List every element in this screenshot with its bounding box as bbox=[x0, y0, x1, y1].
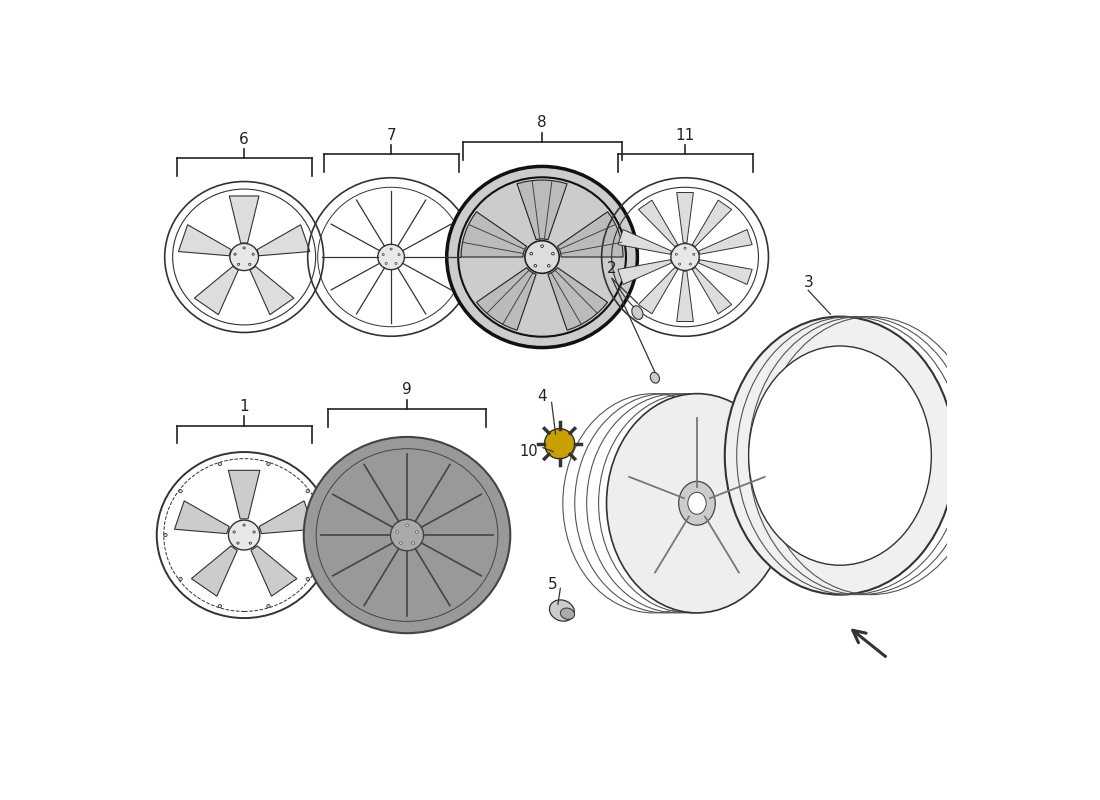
Ellipse shape bbox=[396, 530, 398, 534]
Text: 1: 1 bbox=[240, 399, 249, 414]
Polygon shape bbox=[476, 268, 536, 330]
Ellipse shape bbox=[234, 253, 236, 255]
Ellipse shape bbox=[534, 265, 537, 267]
Polygon shape bbox=[229, 470, 260, 519]
Ellipse shape bbox=[679, 482, 715, 526]
Ellipse shape bbox=[399, 542, 403, 544]
Ellipse shape bbox=[390, 519, 424, 550]
Ellipse shape bbox=[179, 578, 183, 581]
Ellipse shape bbox=[243, 247, 245, 249]
Ellipse shape bbox=[267, 605, 271, 608]
Ellipse shape bbox=[306, 490, 309, 493]
Polygon shape bbox=[178, 225, 231, 256]
Text: 11: 11 bbox=[675, 127, 695, 142]
Polygon shape bbox=[638, 200, 678, 246]
Polygon shape bbox=[618, 260, 671, 285]
Ellipse shape bbox=[725, 317, 955, 594]
Text: 4: 4 bbox=[537, 389, 547, 403]
Text: 3: 3 bbox=[803, 275, 813, 290]
Ellipse shape bbox=[306, 578, 309, 581]
Ellipse shape bbox=[249, 263, 251, 266]
Text: 10: 10 bbox=[519, 444, 538, 459]
Polygon shape bbox=[558, 212, 623, 257]
Polygon shape bbox=[191, 546, 238, 596]
Ellipse shape bbox=[530, 252, 532, 255]
Ellipse shape bbox=[416, 530, 418, 534]
Ellipse shape bbox=[550, 600, 574, 621]
Ellipse shape bbox=[688, 492, 706, 514]
Ellipse shape bbox=[541, 245, 543, 247]
Ellipse shape bbox=[250, 542, 252, 544]
Polygon shape bbox=[175, 501, 229, 534]
Ellipse shape bbox=[447, 166, 637, 347]
Ellipse shape bbox=[267, 462, 271, 466]
Polygon shape bbox=[548, 268, 607, 330]
Ellipse shape bbox=[548, 265, 550, 267]
Ellipse shape bbox=[179, 490, 183, 493]
Ellipse shape bbox=[395, 262, 397, 265]
Polygon shape bbox=[698, 230, 752, 254]
Polygon shape bbox=[461, 212, 527, 257]
Ellipse shape bbox=[218, 462, 221, 466]
Text: 6: 6 bbox=[240, 131, 249, 146]
Polygon shape bbox=[257, 225, 310, 256]
Polygon shape bbox=[676, 193, 693, 243]
Text: 7: 7 bbox=[386, 127, 396, 142]
Polygon shape bbox=[618, 230, 671, 254]
Ellipse shape bbox=[679, 263, 681, 265]
Polygon shape bbox=[698, 260, 752, 285]
Ellipse shape bbox=[544, 429, 574, 458]
Ellipse shape bbox=[218, 605, 221, 608]
Polygon shape bbox=[676, 271, 693, 322]
Ellipse shape bbox=[382, 254, 384, 255]
Polygon shape bbox=[692, 200, 732, 246]
Ellipse shape bbox=[675, 254, 678, 255]
Ellipse shape bbox=[243, 524, 245, 526]
Polygon shape bbox=[260, 501, 313, 534]
Text: 5: 5 bbox=[548, 577, 558, 592]
Ellipse shape bbox=[693, 254, 695, 255]
Ellipse shape bbox=[229, 520, 260, 550]
Ellipse shape bbox=[377, 244, 405, 270]
Ellipse shape bbox=[551, 252, 554, 255]
Ellipse shape bbox=[164, 534, 167, 537]
Ellipse shape bbox=[606, 394, 788, 613]
Text: 9: 9 bbox=[403, 382, 411, 398]
Ellipse shape bbox=[560, 608, 574, 619]
Ellipse shape bbox=[390, 248, 393, 250]
Ellipse shape bbox=[631, 306, 644, 319]
Ellipse shape bbox=[684, 247, 686, 250]
Polygon shape bbox=[692, 267, 732, 314]
Polygon shape bbox=[195, 266, 239, 314]
Polygon shape bbox=[638, 267, 678, 314]
Ellipse shape bbox=[230, 243, 258, 270]
Ellipse shape bbox=[650, 372, 660, 383]
Text: 2: 2 bbox=[607, 262, 617, 277]
Ellipse shape bbox=[406, 524, 408, 526]
Ellipse shape bbox=[671, 243, 700, 270]
Ellipse shape bbox=[304, 437, 510, 633]
Ellipse shape bbox=[233, 531, 235, 533]
Ellipse shape bbox=[690, 263, 692, 265]
Ellipse shape bbox=[238, 263, 240, 266]
Text: 8: 8 bbox=[537, 115, 547, 130]
Polygon shape bbox=[229, 196, 258, 243]
Ellipse shape bbox=[385, 262, 387, 265]
Ellipse shape bbox=[252, 253, 254, 255]
Ellipse shape bbox=[749, 346, 932, 566]
Polygon shape bbox=[251, 546, 297, 596]
Ellipse shape bbox=[236, 542, 239, 544]
Ellipse shape bbox=[525, 241, 559, 274]
Ellipse shape bbox=[411, 542, 415, 544]
Ellipse shape bbox=[253, 531, 255, 533]
Ellipse shape bbox=[398, 254, 400, 255]
Ellipse shape bbox=[321, 534, 324, 537]
Polygon shape bbox=[250, 266, 294, 314]
Polygon shape bbox=[517, 180, 568, 240]
